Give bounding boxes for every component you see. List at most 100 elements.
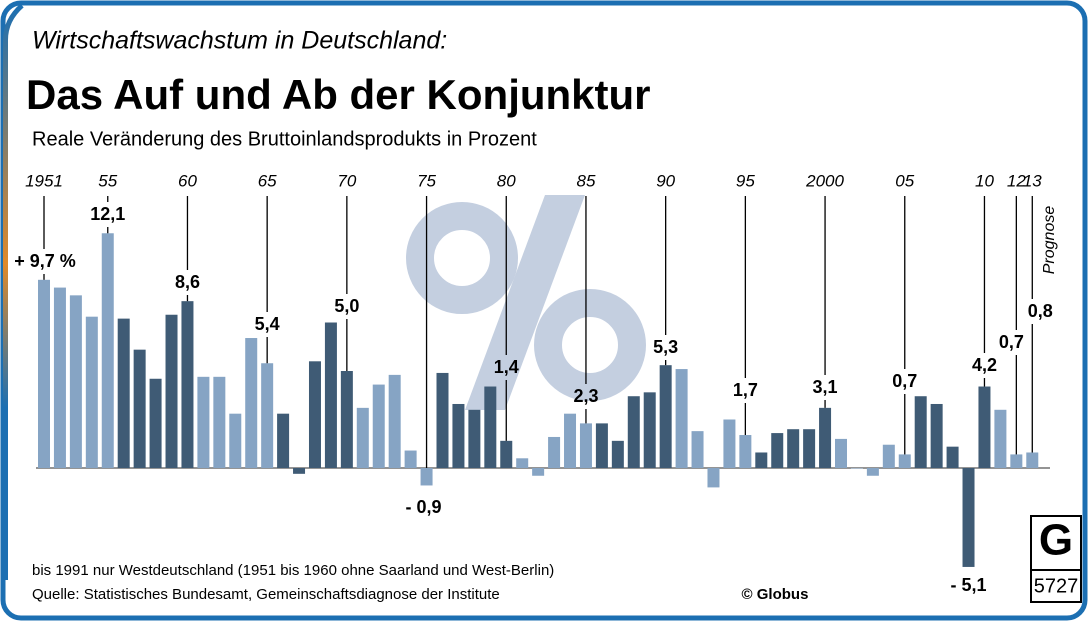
bar: [787, 429, 800, 468]
bar: [38, 279, 50, 468]
bar: [165, 314, 178, 468]
bar: [293, 468, 306, 474]
x-tick-label: 85: [576, 171, 595, 190]
bar: [1010, 454, 1023, 468]
source: Quelle: Statistisches Bundesamt, Gemeins…: [32, 586, 500, 603]
bar: [356, 407, 369, 468]
bar: [372, 384, 385, 468]
bar: [85, 316, 98, 468]
x-tick-label: 13: [1023, 171, 1042, 190]
bar: [739, 435, 752, 468]
bar: [181, 301, 194, 468]
bar: [117, 318, 130, 468]
bar: [723, 419, 736, 468]
x-tick-label: 65: [258, 171, 277, 190]
value-label: 0,7: [892, 371, 917, 391]
bar: [978, 386, 991, 468]
value-label: 0,8: [1028, 301, 1053, 321]
bar: [643, 392, 656, 468]
chart-title: Das Auf und Ab der Konjunktur: [26, 71, 651, 118]
bar: [245, 338, 258, 468]
x-tick-label: 05: [895, 171, 914, 190]
value-label: 12,1: [90, 204, 125, 224]
x-tick-label: 1951: [25, 171, 63, 190]
bar: [930, 403, 943, 468]
kicker: Wirtschaftswachstum in Deutschland:: [32, 27, 447, 55]
value-label: 5,0: [334, 296, 359, 316]
value-label: 4,2: [972, 355, 997, 375]
bar: [500, 440, 513, 468]
x-tick-label: 10: [975, 171, 994, 190]
value-label: - 0,9: [406, 497, 442, 517]
value-label: 5,3: [653, 337, 678, 357]
logo-box: [1030, 515, 1082, 603]
bar: [564, 413, 577, 468]
bar: [468, 409, 481, 468]
value-label: 2,3: [573, 386, 598, 406]
subtitle: Reale Veränderung des Bruttoinlandsprodu…: [32, 128, 537, 150]
bar: [101, 233, 114, 468]
bar: [611, 440, 624, 468]
x-tick-label: 12: [1007, 171, 1026, 190]
bar: [595, 423, 608, 468]
logo-number: 5727: [1034, 575, 1079, 597]
bar: [69, 295, 82, 468]
bar: [308, 361, 321, 468]
logo-letter: G: [1039, 516, 1073, 565]
x-tick-label: 70: [337, 171, 356, 190]
value-label: 1,7: [733, 380, 758, 400]
x-tick-label: 75: [417, 171, 436, 190]
forecast-label: Prognose: [1041, 206, 1058, 275]
bar: [388, 374, 401, 468]
copyright: © Globus: [742, 586, 809, 603]
bar: [452, 403, 465, 468]
bar: [866, 468, 879, 476]
bar: [691, 431, 704, 468]
bar: [850, 468, 863, 469]
x-tick-label: 60: [178, 171, 197, 190]
value-label: + 9,7 %: [14, 251, 76, 271]
bar: [994, 409, 1007, 468]
bar: [548, 436, 561, 468]
bar: [914, 396, 927, 468]
bar: [133, 349, 146, 468]
bar: [1026, 452, 1039, 468]
bar: [819, 407, 832, 468]
bar: [404, 450, 417, 468]
bar: [962, 468, 975, 567]
bar: [532, 468, 545, 476]
bar: [803, 429, 816, 468]
percent-watermark: [406, 195, 646, 410]
value-label: - 5,1: [951, 575, 987, 595]
bar: [484, 386, 497, 468]
bar: [755, 452, 768, 468]
x-tick-label: 2000: [805, 171, 844, 190]
bar: [898, 454, 911, 468]
bar: [340, 371, 353, 468]
bar: [53, 287, 66, 468]
bar: [229, 413, 242, 468]
x-tick-label: 55: [98, 171, 117, 190]
bar: [579, 423, 592, 468]
bar: [946, 446, 959, 468]
bar: [882, 444, 895, 468]
note: bis 1991 nur Westdeutschland (1951 bis 1…: [32, 562, 554, 579]
bar: [675, 369, 688, 468]
value-label: 5,4: [255, 314, 280, 334]
bar: [516, 458, 529, 468]
x-tick-label: 80: [497, 171, 516, 190]
bar: [771, 433, 784, 468]
bar: [197, 376, 210, 468]
bar: [627, 396, 640, 468]
value-label: 3,1: [813, 377, 838, 397]
bar: [261, 363, 274, 468]
bar: [420, 468, 433, 486]
bar: [436, 372, 449, 468]
x-tick-label: 95: [736, 171, 755, 190]
value-label: 0,7: [999, 332, 1024, 352]
bar: [324, 322, 337, 468]
bar: [277, 413, 290, 468]
bar: [149, 378, 162, 468]
